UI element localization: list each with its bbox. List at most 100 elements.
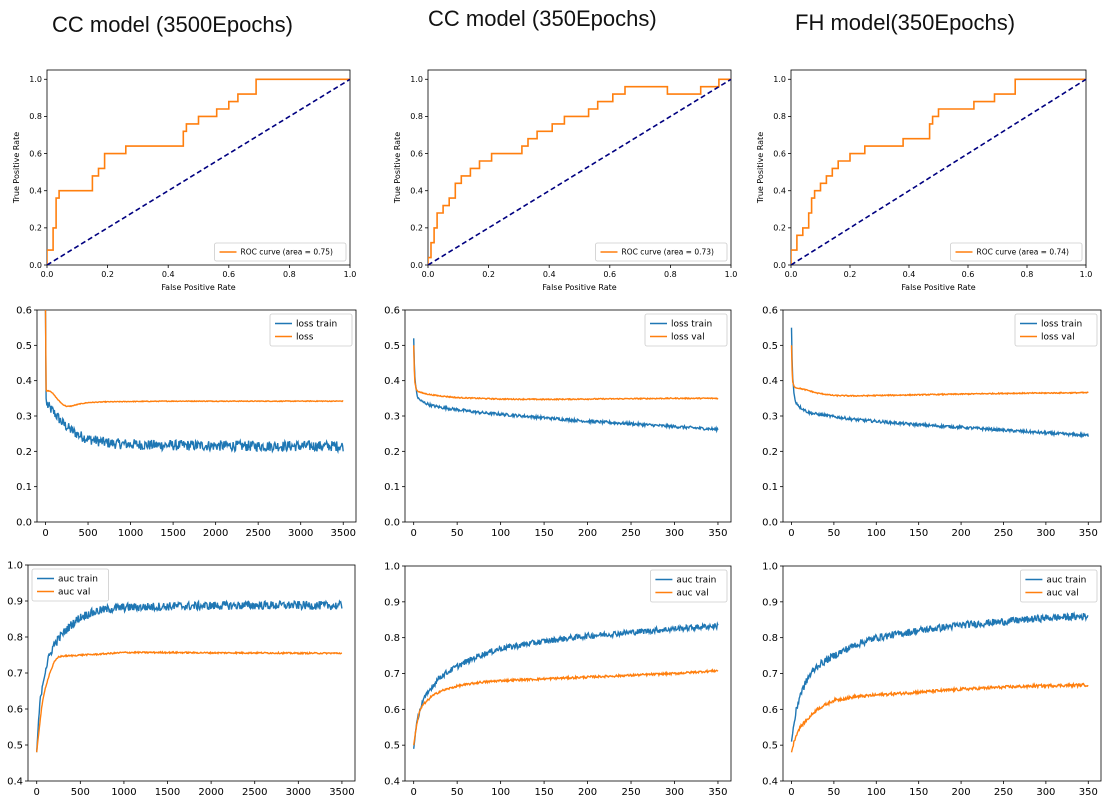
x-tick-label: 300: [1036, 528, 1055, 539]
legend-label: loss val: [1041, 333, 1075, 343]
series-line-auc-train: [36, 599, 343, 753]
x-tick-label: 3000: [286, 787, 311, 798]
y-tick-label: 0.8: [7, 633, 23, 644]
x-tick-label: 350: [708, 787, 727, 798]
x-tick-label: 0.4: [543, 270, 556, 279]
legend-label: auc train: [58, 575, 98, 585]
series-line-loss-train: [44, 310, 344, 455]
y-tick-label: 0.5: [762, 741, 778, 752]
x-tick-label: 500: [71, 787, 90, 798]
y-tick-label: 0.8: [29, 112, 42, 121]
legend-label: auc train: [1046, 576, 1086, 586]
series-line-auc-train: [413, 621, 719, 749]
x-tick-label: 1.0: [344, 270, 357, 279]
series-line-auc-val: [413, 668, 719, 746]
series-line-auc-val: [36, 650, 343, 753]
y-tick-label: 0.1: [384, 482, 400, 493]
x-tick-label: 0.8: [283, 270, 296, 279]
x-tick-label: 2000: [203, 528, 228, 539]
y-tick-label: 0.0: [29, 261, 42, 270]
y-tick-label: 0.2: [773, 224, 786, 233]
y-tick-label: 0.3: [16, 412, 32, 423]
y-tick-label: 0.0: [762, 518, 778, 529]
chart-roc-fh-350: 0.0 0.2 0.4 0.6 0.8 1.0 0.0 0.2 0.4 0.6 0.8 1.0 Fals…: [756, 69, 1093, 292]
y-tick-label: 0.4: [29, 187, 42, 196]
x-tick-label: 350: [1079, 787, 1098, 798]
y-tick-label: 0.4: [16, 376, 32, 387]
y-tick-label: 0.2: [16, 447, 32, 458]
x-tick-label: 500: [78, 528, 97, 539]
x-tick-label: 0.4: [162, 270, 175, 279]
x-tick-label: 0: [788, 528, 794, 539]
x-tick-label: 1500: [155, 787, 180, 798]
y-tick-label: 0.4: [762, 777, 778, 788]
x-tick-label: 50: [451, 528, 464, 539]
x-tick-label: 1.0: [1080, 270, 1093, 279]
x-tick-label: 0.6: [222, 270, 235, 279]
x-tick-label: 300: [1036, 787, 1055, 798]
series-line-roc-curve-area-0-75: [47, 78, 350, 265]
x-tick-label: 0.4: [903, 270, 916, 279]
y-tick-label: 0.6: [384, 306, 400, 317]
x-tick-label: 0.0: [785, 270, 798, 279]
x-tick-label: 150: [909, 528, 928, 539]
y-tick-label: 0.0: [16, 518, 32, 529]
x-tick-label: 250: [621, 528, 640, 539]
y-tick-label: 0.6: [29, 149, 42, 158]
legend-label: loss: [296, 333, 314, 343]
x-tick-label: 350: [1079, 528, 1098, 539]
chart-auc-cc-350: 0 50 100 150 200 250 300 350 0.4 0.5 0.6 0.7 0.8 0.9 1…: [384, 562, 732, 798]
legend-label: loss train: [671, 320, 712, 330]
y-axis-label: True Positive Rate: [12, 132, 21, 204]
series-line-loss-train: [790, 327, 1089, 439]
x-tick-label: 150: [909, 787, 928, 798]
y-tick-label: 1.0: [7, 561, 23, 572]
series-line-diagonal-reference: [428, 78, 731, 265]
y-tick-label: 0.0: [384, 518, 400, 529]
y-tick-label: 0.5: [16, 341, 32, 352]
legend-box: [1020, 569, 1098, 603]
y-tick-label: 0.8: [773, 112, 786, 121]
series-line-loss-val: [413, 345, 719, 402]
series-line-diagonal-reference: [47, 78, 350, 265]
x-tick-label: 0: [788, 787, 794, 798]
x-tick-label: 0.6: [603, 270, 616, 279]
y-tick-label: 0.4: [762, 376, 778, 387]
y-tick-label: 0.6: [16, 306, 32, 317]
legend-label: ROC curve (area = 0.74): [977, 248, 1070, 257]
y-tick-label: 0.8: [762, 633, 778, 644]
y-tick-label: 0.9: [762, 597, 778, 608]
column-title-fh-350: FH model(350Epochs): [795, 10, 1016, 35]
y-tick-label: 0.2: [29, 224, 42, 233]
series-line-loss-train: [413, 338, 719, 434]
plot-frame: [46, 69, 351, 266]
legend-box: [269, 313, 353, 347]
x-tick-label: 1.0: [725, 270, 738, 279]
x-tick-label: 3000: [288, 528, 313, 539]
series-line-loss-val: [790, 345, 1089, 398]
x-tick-label: 200: [952, 787, 971, 798]
x-tick-label: 0.2: [101, 270, 114, 279]
x-tick-label: 50: [828, 528, 841, 539]
x-axis-label: False Positive Rate: [542, 283, 616, 292]
series-line-auc-val: [790, 681, 1089, 753]
x-tick-label: 100: [867, 787, 886, 798]
y-tick-label: 0.6: [773, 149, 786, 158]
x-tick-label: 1000: [111, 787, 136, 798]
y-tick-label: 0.2: [410, 224, 423, 233]
legend-label: ROC curve (area = 0.73): [622, 248, 715, 257]
y-tick-label: 0.6: [384, 705, 400, 716]
x-tick-label: 2500: [242, 787, 267, 798]
column-title-cc-350: CC model (350Epochs): [428, 6, 657, 31]
chart-auc-fh-350: 0 50 100 150 200 250 300 350 0.4 0.5 0.6 0.7 0.8 0.9 1…: [762, 562, 1102, 798]
x-tick-label: 300: [665, 787, 684, 798]
legend-label: auc train: [676, 576, 716, 586]
legend-label: loss val: [671, 333, 705, 343]
x-tick-label: 0: [42, 528, 48, 539]
y-axis-label: True Positive Rate: [393, 132, 402, 204]
y-tick-label: 0.6: [762, 705, 778, 716]
x-tick-label: 2000: [198, 787, 223, 798]
x-tick-label: 50: [828, 787, 841, 798]
y-tick-label: 0.7: [7, 669, 23, 680]
